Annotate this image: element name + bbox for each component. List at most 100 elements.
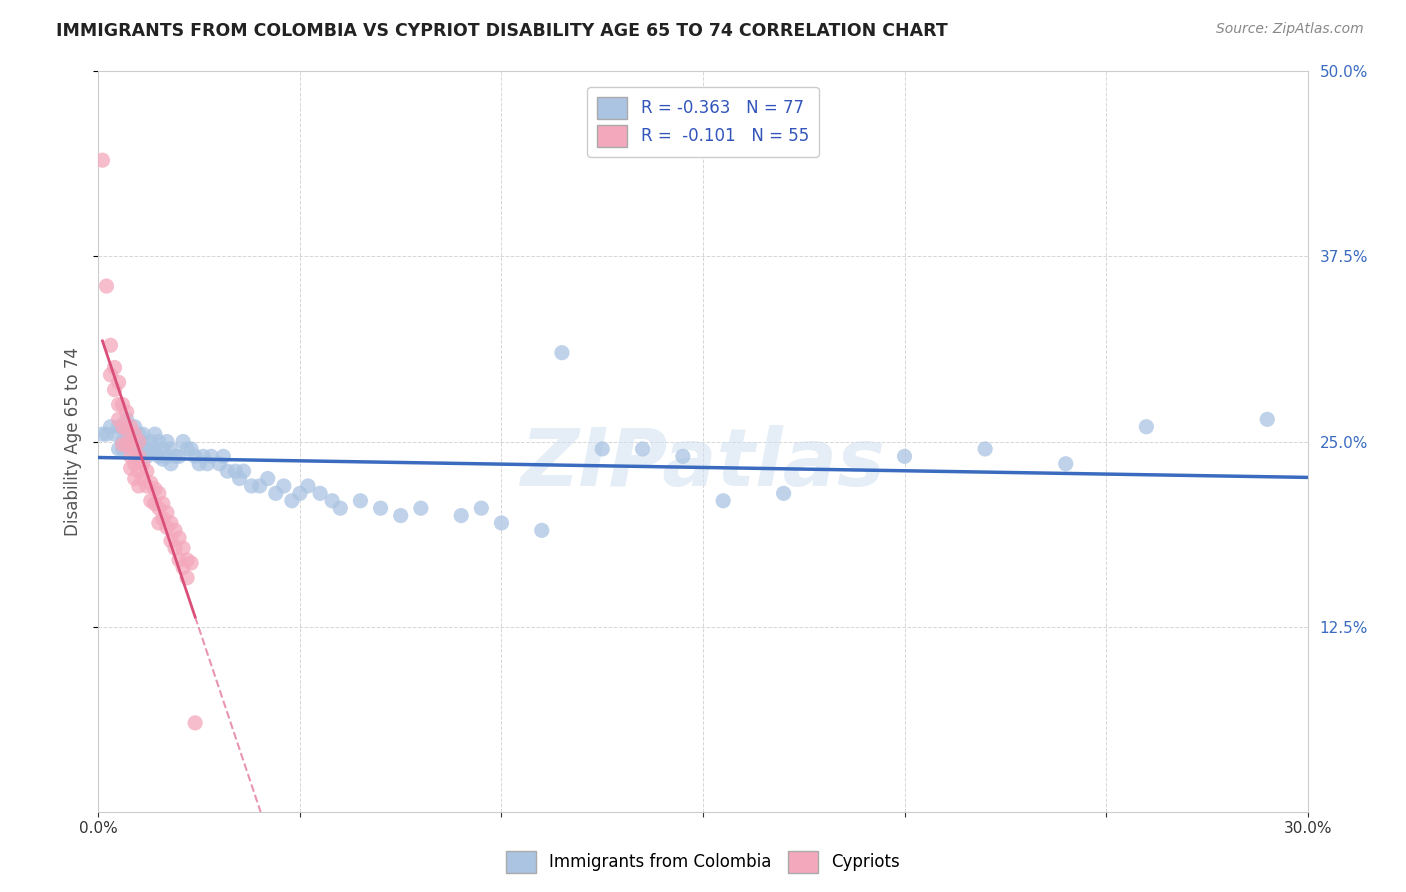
Point (176, 571, 198, 585)
Point (160, 442, 183, 456)
Point (111, 437, 134, 451)
Point (124, 442, 146, 456)
Point (156, 434, 179, 449)
Point (111, 419, 134, 434)
Point (128, 464, 150, 478)
Y-axis label: Disability Age 65 to 74: Disability Age 65 to 74 (65, 347, 83, 536)
Point (530, 524, 553, 538)
Point (176, 553, 198, 567)
Point (163, 541, 186, 556)
Point (120, 461, 142, 475)
Point (128, 442, 150, 456)
Point (132, 471, 155, 485)
Text: IMMIGRANTS FROM COLOMBIA VS CYPRIOT DISABILITY AGE 65 TO 74 CORRELATION CHART: IMMIGRANTS FROM COLOMBIA VS CYPRIOT DISA… (56, 22, 948, 40)
Point (120, 434, 142, 449)
Point (120, 450, 142, 464)
Point (370, 501, 392, 516)
Point (152, 497, 174, 511)
Point (152, 452, 174, 467)
Point (139, 434, 162, 449)
Point (249, 479, 271, 493)
Point (470, 501, 492, 516)
Point (409, 501, 432, 516)
Point (180, 556, 202, 570)
Point (167, 450, 190, 464)
Point (297, 479, 319, 493)
Point (120, 442, 142, 456)
Point (139, 442, 162, 456)
Point (148, 516, 170, 530)
Point (103, 383, 125, 397)
Point (288, 486, 311, 500)
Text: ZIPatlas: ZIPatlas (520, 425, 886, 503)
Point (672, 450, 695, 464)
Point (115, 423, 138, 437)
Point (176, 442, 198, 456)
Point (115, 427, 138, 442)
Point (139, 475, 162, 490)
Point (132, 457, 155, 471)
Point (1054, 457, 1077, 471)
Point (160, 533, 183, 548)
Point (111, 398, 134, 412)
Point (1135, 419, 1157, 434)
Point (135, 450, 157, 464)
Point (217, 464, 239, 478)
Point (107, 398, 129, 412)
Point (180, 442, 202, 456)
Point (124, 457, 146, 471)
Point (135, 479, 157, 493)
Point (240, 479, 263, 493)
Point (450, 508, 472, 523)
Text: Source: ZipAtlas.com: Source: ZipAtlas.com (1216, 22, 1364, 37)
Point (128, 479, 150, 493)
Point (321, 493, 343, 508)
Point (188, 457, 211, 471)
Point (124, 419, 146, 434)
Point (163, 450, 186, 464)
Point (139, 493, 162, 508)
Point (156, 506, 179, 520)
Point (256, 471, 278, 485)
Point (1256, 412, 1278, 426)
Point (156, 520, 179, 534)
Point (893, 450, 915, 464)
Point (120, 419, 142, 434)
Point (128, 427, 150, 442)
Point (100, 419, 122, 434)
Point (132, 434, 155, 449)
Point (281, 493, 304, 508)
Point (143, 427, 166, 442)
Point (163, 524, 186, 538)
Point (224, 464, 246, 478)
Point (96, 279, 118, 293)
Point (591, 442, 613, 456)
Point (143, 482, 166, 496)
Point (172, 541, 194, 556)
Point (128, 450, 150, 464)
Point (160, 457, 183, 471)
Point (329, 501, 352, 516)
Point (148, 450, 170, 464)
Point (148, 434, 170, 449)
Point (148, 501, 170, 516)
Point (91, 427, 114, 442)
Point (91, 153, 114, 168)
Point (264, 486, 287, 500)
Point (100, 368, 122, 382)
Point (491, 516, 513, 530)
Point (128, 434, 150, 449)
Point (974, 442, 997, 456)
Point (115, 412, 138, 426)
Point (115, 405, 138, 419)
Point (273, 479, 295, 493)
Point (184, 450, 207, 464)
Point (96, 427, 118, 442)
Point (115, 437, 138, 451)
Point (124, 427, 146, 442)
Point (143, 442, 166, 456)
Point (156, 450, 179, 464)
Point (152, 511, 174, 525)
Point (103, 360, 125, 375)
Point (184, 715, 207, 730)
